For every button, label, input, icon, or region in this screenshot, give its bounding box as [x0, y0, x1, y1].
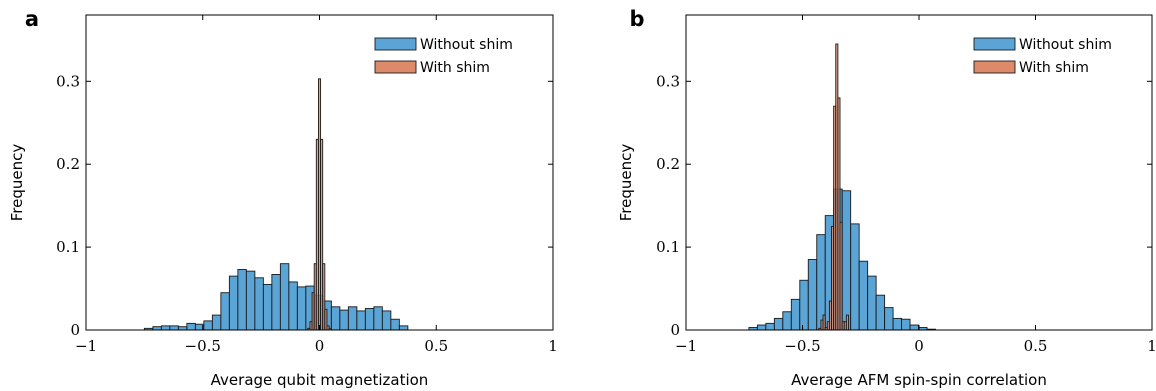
bar: [262, 283, 273, 331]
x-tick-label: 0: [315, 337, 325, 355]
bar: [850, 223, 860, 331]
bar: [160, 325, 171, 331]
bar: [867, 275, 877, 331]
bar: [875, 294, 886, 331]
bar: [356, 310, 366, 331]
series-with-shim: [818, 43, 849, 331]
bar: [892, 317, 903, 331]
bar: [839, 221, 843, 331]
bar: [845, 314, 849, 331]
panel-label: b: [629, 7, 644, 31]
bar: [390, 318, 400, 331]
x-tick-label: −1: [675, 337, 697, 355]
legend: Without shim With shim: [374, 37, 513, 76]
y-tick-label: 0: [70, 321, 80, 339]
bar: [884, 307, 894, 331]
bar: [339, 309, 349, 331]
y-tick-label: 0.2: [656, 155, 680, 173]
bar: [364, 308, 375, 331]
x-tick-label: −0.5: [185, 337, 221, 355]
panel-label: a: [25, 7, 39, 31]
bar: [347, 306, 358, 331]
bar: [807, 259, 818, 331]
bar: [279, 263, 290, 331]
legend-swatch: [973, 37, 1016, 51]
y-tick-label: 0.1: [56, 238, 80, 256]
bar: [169, 325, 179, 331]
bar: [296, 286, 307, 331]
legend-swatch: [374, 60, 417, 74]
bar: [858, 260, 869, 331]
bar: [271, 274, 281, 331]
bar: [841, 190, 852, 331]
bar: [765, 322, 775, 331]
x-tick-label: −1: [75, 337, 97, 355]
x-tick-label: 0: [914, 337, 924, 355]
y-tick-label: 0.1: [656, 238, 680, 256]
x-axis-title: Average qubit magnetization: [211, 371, 429, 389]
legend-label: Without shim: [1019, 37, 1112, 53]
bar: [756, 324, 767, 331]
chart-panel-a: −1 −0.5 0 0.5 1 0 0.1 0.2 0.3 Average qubit magne…: [8, 7, 558, 389]
bar: [186, 322, 196, 331]
y-tick-label: 0.2: [56, 155, 80, 173]
legend-label: With shim: [1019, 60, 1089, 76]
legend-swatch: [973, 60, 1016, 74]
x-tick-label: 1: [548, 337, 558, 355]
bar: [254, 277, 264, 331]
series-without-shim: [143, 263, 409, 331]
bar: [373, 306, 383, 331]
x-tick-label: 1: [1147, 337, 1156, 355]
bar: [901, 318, 911, 331]
legend-label: With shim: [420, 60, 490, 76]
y-tick-label: 0.3: [656, 72, 680, 90]
bar: [245, 270, 256, 331]
chart-panel-b: −1 −0.5 0 0.5 1 0 0.1 0.2 0.3 Average AFM spin-sp…: [617, 7, 1156, 389]
bar: [799, 279, 809, 331]
x-axis-title: Average AFM spin-spin correlation: [791, 371, 1047, 389]
bar: [237, 269, 247, 331]
bar: [381, 310, 392, 331]
bar: [220, 292, 230, 331]
legend-swatch: [374, 37, 417, 51]
y-axis-title: Frequency: [617, 144, 635, 222]
y-axis-title: Frequency: [8, 144, 26, 222]
bar: [909, 324, 919, 331]
x-tick-label: 0.5: [424, 337, 448, 355]
y-tick-label: 0: [670, 321, 680, 339]
x-tick-label: 0.5: [1024, 337, 1048, 355]
legend-label: Without shim: [420, 37, 513, 53]
legend: Without shim With shim: [973, 37, 1112, 76]
bar: [782, 311, 792, 331]
bar: [398, 325, 409, 331]
bar: [330, 306, 341, 331]
bar: [773, 317, 784, 331]
bar: [790, 298, 801, 331]
y-tick-label: 0.3: [56, 72, 80, 90]
bar: [288, 281, 298, 331]
bar: [211, 314, 222, 331]
x-tick-label: −0.5: [784, 337, 820, 355]
bar: [228, 275, 239, 331]
bar: [203, 320, 213, 331]
